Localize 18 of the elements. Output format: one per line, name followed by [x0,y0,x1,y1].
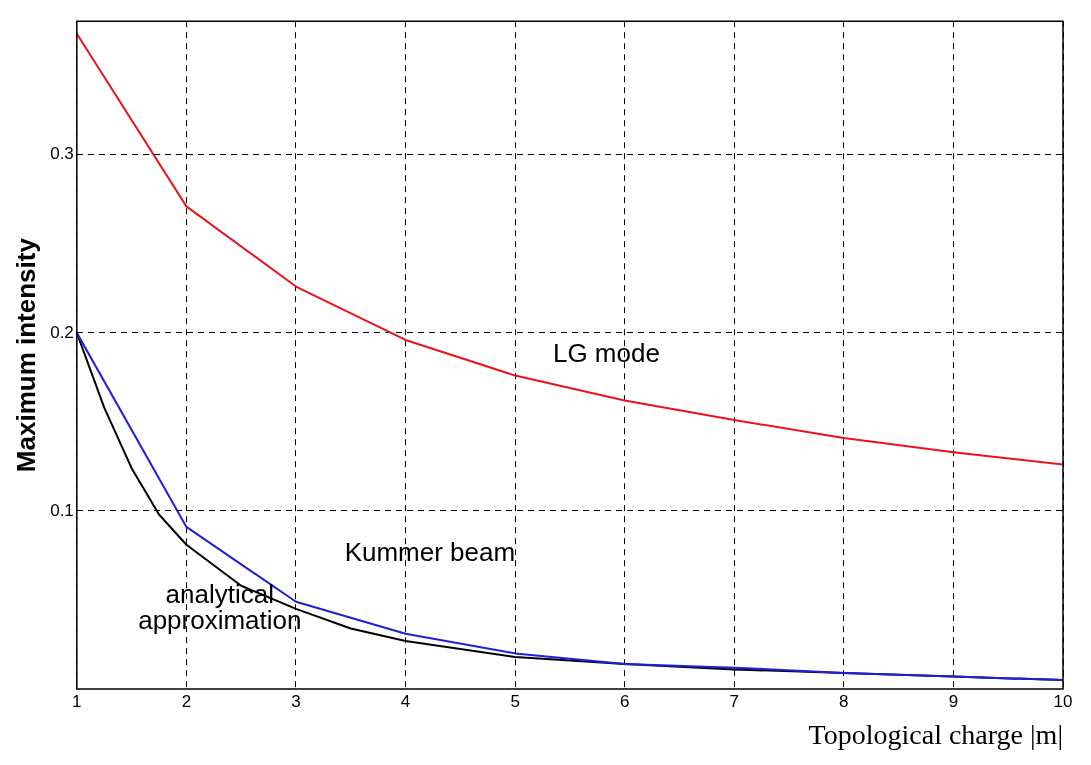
y-tick-label: 0.3 [50,144,74,164]
x-tick-label: 8 [839,691,849,711]
x-tick-label: 6 [619,691,630,711]
x-tick-label: 10 [1053,691,1073,711]
annotation: LG mode [552,338,660,369]
annotation: Kummer beam [344,536,516,567]
x-tick-label: 3 [291,691,301,711]
annotation: analytical approximation [138,579,302,636]
x-tick-label: 1 [72,691,82,711]
x-tick-label: 9 [948,691,959,711]
y-axis-title: Maximum intensity [10,237,41,473]
y-tick-label: 0.1 [50,500,74,520]
x-axis-title: Topological charge |m| [808,718,1063,750]
x-tick-label: 4 [400,691,411,711]
x-tick-label: 7 [729,691,740,711]
x-tick-label: 5 [510,691,520,711]
y-tick-label: 0.2 [50,322,74,342]
x-tick-label: 2 [181,691,192,711]
